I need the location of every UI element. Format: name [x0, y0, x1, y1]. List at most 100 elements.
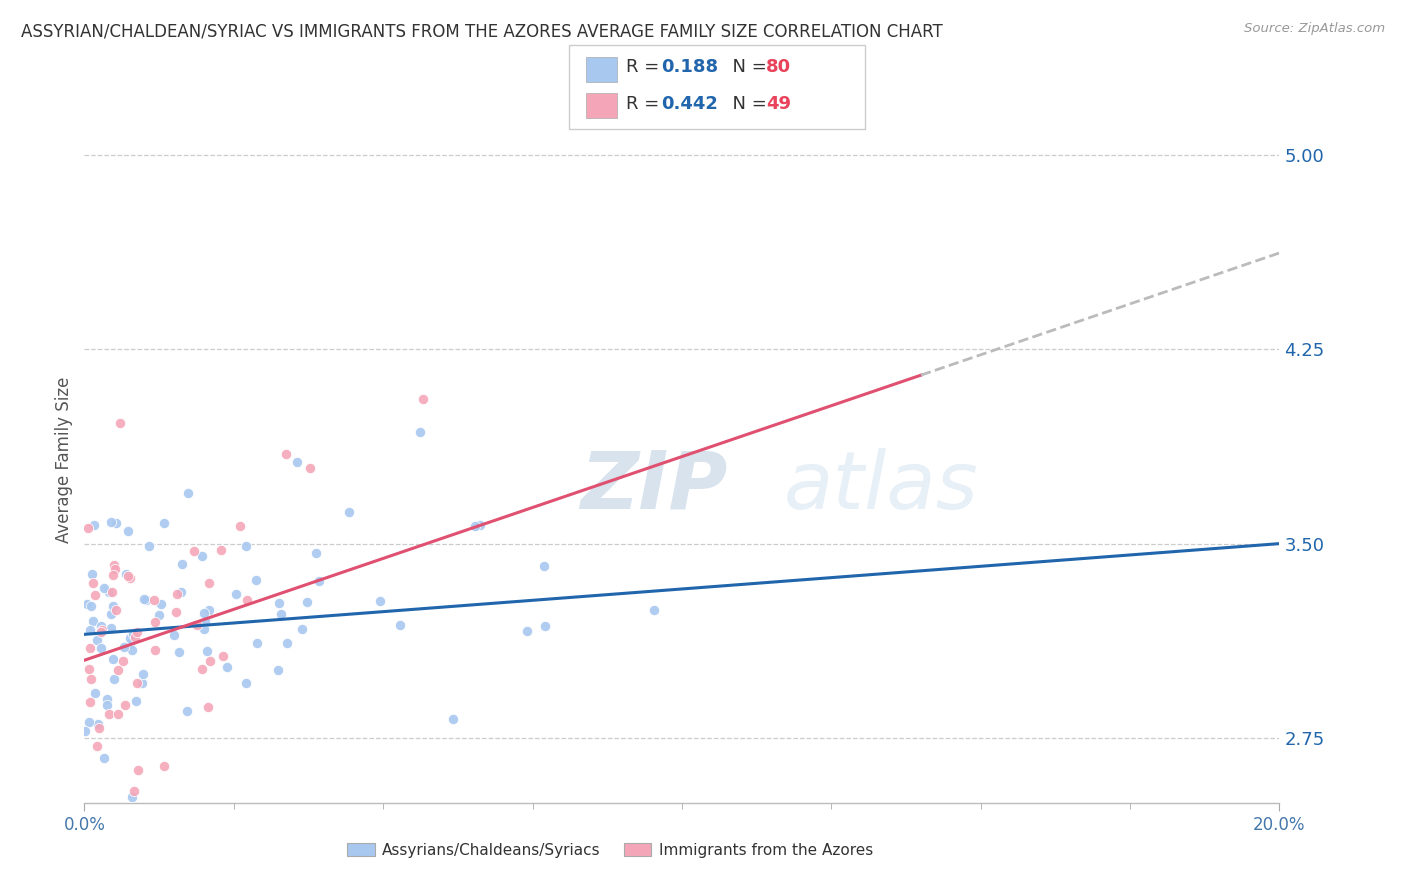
Point — [79, 640, 101, 655]
Point — [108, 417, 131, 431]
Point — [298, 461, 321, 475]
Point — [166, 587, 188, 601]
Text: Source: ZipAtlas.com: Source: ZipAtlas.com — [1244, 22, 1385, 36]
Point — [79, 623, 101, 637]
Point — [82, 566, 104, 581]
Point — [104, 603, 127, 617]
Point — [534, 618, 557, 632]
Point — [125, 624, 148, 639]
Point — [100, 607, 122, 621]
Point — [122, 627, 145, 641]
Point — [79, 672, 101, 686]
Text: atlas: atlas — [783, 448, 979, 526]
Point — [101, 599, 124, 613]
Point — [82, 614, 104, 628]
Point — [87, 804, 110, 818]
Point — [166, 605, 188, 619]
Point — [468, 517, 491, 532]
Point — [270, 607, 292, 621]
Point — [186, 617, 208, 632]
Point — [120, 571, 142, 585]
Text: 80: 80 — [766, 58, 792, 76]
Point — [86, 739, 108, 753]
Point — [77, 714, 100, 729]
Text: R =: R = — [626, 58, 665, 76]
Point — [533, 558, 555, 573]
Point — [127, 676, 149, 690]
Point — [83, 588, 105, 602]
Point — [172, 558, 194, 572]
Point — [79, 695, 101, 709]
Point — [97, 585, 120, 599]
Point — [228, 519, 250, 533]
Point — [148, 608, 170, 623]
Point — [388, 618, 411, 632]
Point — [198, 654, 221, 668]
Point — [267, 595, 290, 609]
Point — [103, 672, 125, 686]
Point — [118, 637, 141, 651]
Point — [125, 693, 148, 707]
Point — [104, 562, 127, 576]
Point — [121, 790, 143, 805]
Point — [131, 675, 153, 690]
Point — [225, 587, 247, 601]
Point — [191, 549, 214, 563]
Point — [212, 648, 235, 663]
Point — [170, 585, 193, 599]
Y-axis label: Average Family Size: Average Family Size — [55, 376, 73, 542]
Point — [190, 662, 212, 676]
Point — [112, 654, 135, 668]
Point — [87, 717, 110, 731]
Point — [177, 486, 200, 500]
Point — [90, 641, 112, 656]
Text: 0.442: 0.442 — [661, 95, 717, 113]
Point — [76, 597, 98, 611]
Point — [236, 593, 259, 607]
Point — [305, 546, 328, 560]
Legend: Assyrians/Chaldeans/Syriacs, Immigrants from the Azores: Assyrians/Chaldeans/Syriacs, Immigrants … — [342, 837, 879, 863]
Point — [290, 622, 312, 636]
Point — [197, 700, 219, 714]
Point — [193, 606, 215, 620]
Point — [217, 660, 239, 674]
Point — [114, 698, 136, 712]
Text: ZIP: ZIP — [581, 448, 728, 526]
Point — [276, 446, 298, 460]
Point — [79, 599, 101, 613]
Text: R =: R = — [626, 95, 665, 113]
Text: 0.188: 0.188 — [661, 58, 718, 76]
Point — [153, 516, 176, 530]
Point — [337, 506, 360, 520]
Point — [370, 594, 392, 608]
Point — [149, 597, 172, 611]
Point — [183, 544, 205, 558]
Point — [135, 593, 157, 607]
Point — [132, 667, 155, 681]
Point — [193, 622, 215, 636]
Point — [308, 574, 330, 589]
Point — [118, 632, 141, 646]
Point — [194, 614, 217, 628]
Point — [235, 539, 257, 553]
Point — [107, 663, 129, 677]
Point — [464, 518, 486, 533]
Point — [76, 521, 98, 535]
Point — [295, 595, 318, 609]
Point — [100, 585, 122, 599]
Point — [124, 630, 146, 644]
Text: ASSYRIAN/CHALDEAN/SYRIAC VS IMMIGRANTS FROM THE AZORES AVERAGE FAMILY SIZE CORRE: ASSYRIAN/CHALDEAN/SYRIAC VS IMMIGRANTS F… — [21, 22, 943, 40]
Point — [89, 721, 111, 735]
Point — [98, 706, 121, 721]
Point — [235, 675, 257, 690]
Point — [163, 628, 186, 642]
Point — [93, 581, 115, 595]
Point — [103, 558, 125, 572]
Point — [107, 707, 129, 722]
Point — [267, 663, 290, 677]
Point — [209, 543, 232, 558]
Point — [198, 576, 221, 591]
Point — [143, 615, 166, 630]
Point — [90, 624, 112, 639]
Point — [115, 567, 138, 582]
